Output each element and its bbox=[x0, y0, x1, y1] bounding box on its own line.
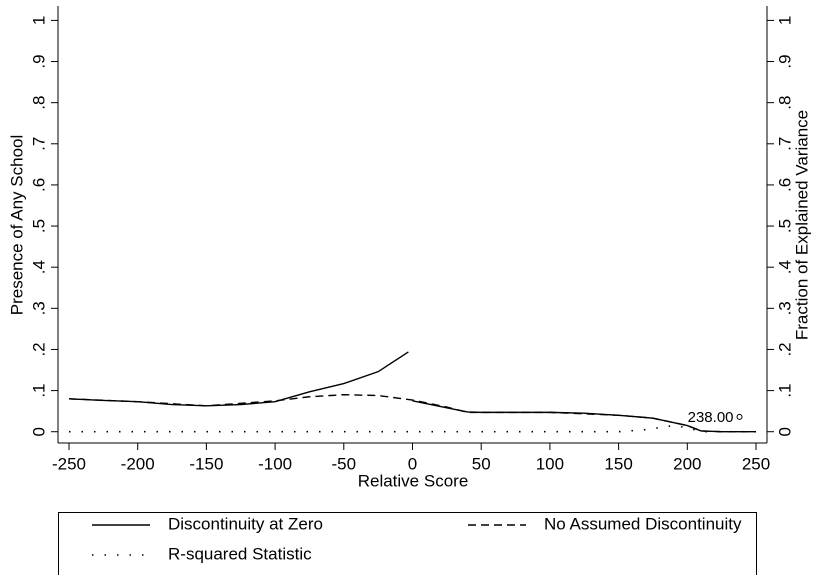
y-tick-label: 0 bbox=[29, 427, 48, 436]
y-tick-label: .4 bbox=[29, 260, 48, 274]
y2-tick-label: 1 bbox=[775, 16, 794, 25]
y-axis-title: Presence of Any School bbox=[7, 135, 26, 316]
x-tick-label: 0 bbox=[408, 454, 417, 473]
y-tick-label: .8 bbox=[29, 96, 48, 110]
legend-label: Discontinuity at Zero bbox=[168, 514, 323, 533]
x-axis-title: Relative Score bbox=[358, 471, 469, 490]
series-line bbox=[68, 424, 757, 433]
y2-tick-label: 0 bbox=[775, 427, 794, 436]
x-tick-label: 50 bbox=[472, 454, 491, 473]
legend-label: No Assumed Discontinuity bbox=[544, 514, 742, 533]
y-tick-label: .6 bbox=[29, 178, 48, 192]
series-line bbox=[68, 393, 757, 433]
x-tick-label: 200 bbox=[673, 454, 701, 473]
x-tick-label: -200 bbox=[121, 454, 155, 473]
y-tick-label: .2 bbox=[29, 342, 48, 356]
x-tick-label: 100 bbox=[536, 454, 564, 473]
y-tick-label: .1 bbox=[29, 383, 48, 397]
y-tick-label: .7 bbox=[29, 137, 48, 151]
y2-tick-label: .2 bbox=[775, 342, 794, 356]
y-tick-label: 1 bbox=[29, 16, 48, 25]
legend-label: R-squared Statistic bbox=[168, 544, 312, 563]
x-tick-label: -50 bbox=[332, 454, 357, 473]
annotation-marker bbox=[736, 413, 743, 420]
y-tick-label: .3 bbox=[29, 301, 48, 315]
y2-axis-title: Fraction of Explained Variance bbox=[792, 110, 811, 340]
y2-tick-label: .4 bbox=[775, 260, 794, 274]
x-tick-label: 250 bbox=[742, 454, 770, 473]
annotation-label: 238.00 bbox=[688, 409, 734, 426]
y2-tick-label: .3 bbox=[775, 301, 794, 315]
y2-tick-label: .7 bbox=[775, 137, 794, 151]
y-tick-label: .9 bbox=[29, 54, 48, 68]
x-tick-label: -250 bbox=[52, 454, 86, 473]
y2-tick-label: .6 bbox=[775, 178, 794, 192]
x-tick-label: -150 bbox=[189, 454, 223, 473]
y2-tick-label: .5 bbox=[775, 219, 794, 233]
y-tick-label: .5 bbox=[29, 219, 48, 233]
y2-tick-label: .8 bbox=[775, 96, 794, 110]
y2-tick-label: .1 bbox=[775, 383, 794, 397]
x-tick-label: -100 bbox=[258, 454, 292, 473]
series-line bbox=[68, 351, 409, 407]
legend-box bbox=[58, 512, 757, 575]
x-tick-label: 150 bbox=[604, 454, 632, 473]
y2-tick-label: .9 bbox=[775, 54, 794, 68]
